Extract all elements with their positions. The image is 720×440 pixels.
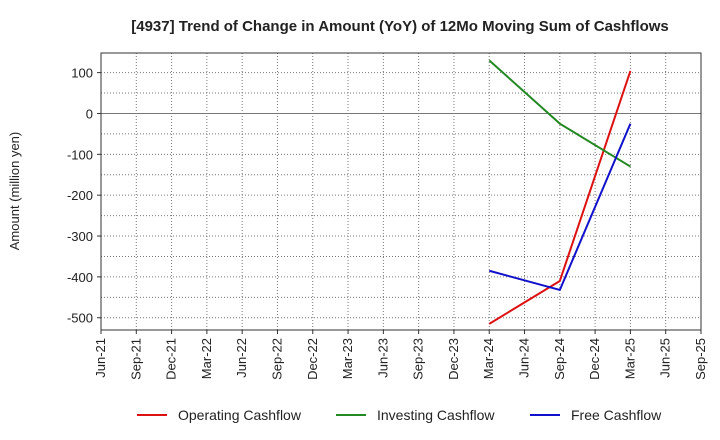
- series-line-free-cashflow: [488, 123, 632, 291]
- x-tick-label: Sep-25: [693, 338, 708, 380]
- y-tick-label: -200: [67, 188, 93, 203]
- x-tick-label: Jun-25: [658, 338, 673, 378]
- x-tick-label: Sep-23: [411, 338, 426, 380]
- x-tick-label: Sep-22: [269, 338, 284, 380]
- grid: [101, 53, 701, 330]
- series-line-investing-cashflow: [488, 59, 631, 168]
- x-tick-label: Jun-21: [93, 338, 108, 378]
- legend-label: Free Cashflow: [571, 407, 662, 423]
- y-tick-label: -300: [67, 229, 93, 244]
- x-tick-label: Sep-24: [552, 338, 567, 380]
- x-tick-label: Mar-25: [622, 338, 637, 379]
- x-tick-label: Jun-22: [234, 338, 249, 378]
- x-axis-ticks: Jun-21 Sep-21 Dec-21 Mar-22 Jun-22 Sep-22 Dec-…: [93, 330, 708, 380]
- x-tick-label: Jun-24: [517, 338, 532, 378]
- legend-label: Investing Cashflow: [377, 407, 495, 423]
- y-axis-label: Amount (million yen): [7, 132, 22, 251]
- x-tick-label: Jun-23: [375, 338, 390, 378]
- y-tick-label: -500: [67, 311, 93, 326]
- x-tick-label: Mar-23: [340, 338, 355, 379]
- y-tick-label: 100: [71, 66, 93, 81]
- x-tick-label: Dec-24: [587, 338, 602, 380]
- y-tick-label: -100: [67, 147, 93, 162]
- x-tick-label: Dec-22: [305, 338, 320, 380]
- legend: Operating Cashflow Investing Cashflow Free…: [137, 407, 662, 423]
- y-tick-label: -400: [67, 270, 93, 285]
- x-tick-label: Dec-21: [164, 338, 179, 380]
- x-tick-label: Mar-22: [199, 338, 214, 379]
- y-tick-label: 0: [86, 106, 93, 121]
- x-tick-label: Sep-21: [128, 338, 143, 380]
- chart-title: [4937] Trend of Change in Amount (YoY) o…: [131, 18, 669, 35]
- x-tick-label: Dec-23: [446, 338, 461, 380]
- legend-label: Operating Cashflow: [178, 407, 302, 423]
- y-axis-ticks: 100 0 -100 -200 -300 -400 -500: [67, 66, 101, 326]
- series-line-operating-cashflow: [488, 70, 632, 325]
- x-tick-label: Mar-24: [481, 338, 496, 379]
- plot-area-frame: [100, 52, 702, 331]
- series-lines: [488, 59, 632, 325]
